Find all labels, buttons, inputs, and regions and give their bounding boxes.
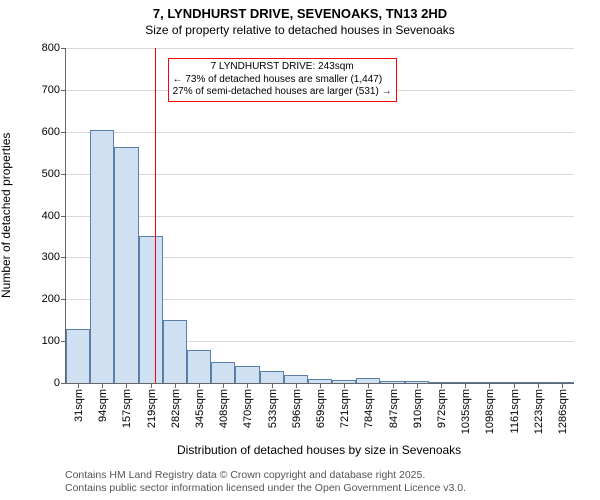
footer-line-2: Contains public sector information licen… <box>65 482 466 496</box>
gridline <box>66 132 574 133</box>
xtick-mark <box>151 383 152 388</box>
attribution-footer: Contains HM Land Registry data © Crown c… <box>65 469 466 496</box>
xtick-label: 345sqm <box>192 389 206 428</box>
x-axis-label: Distribution of detached houses by size … <box>177 443 461 457</box>
xtick-mark <box>272 383 273 388</box>
ytick-label: 600 <box>42 126 66 138</box>
annotation-line: 7 LYNDHURST DRIVE: 243sqm <box>173 61 392 74</box>
xtick-label: 31sqm <box>71 389 85 422</box>
footer-line-1: Contains HM Land Registry data © Crown c… <box>65 469 466 483</box>
xtick-mark <box>465 383 466 388</box>
xtick-label: 1286sqm <box>555 389 569 434</box>
xtick-mark <box>441 383 442 388</box>
histogram-bar <box>284 375 308 383</box>
xtick-mark <box>199 383 200 388</box>
histogram-bar <box>163 320 187 383</box>
xtick-label: 1035sqm <box>458 389 472 434</box>
property-size-chart: 7, LYNDHURST DRIVE, SEVENOAKS, TN13 2HD … <box>0 0 600 500</box>
gridline <box>66 174 574 175</box>
xtick-mark <box>562 383 563 388</box>
xtick-label: 721sqm <box>337 389 351 428</box>
xtick-mark <box>489 383 490 388</box>
xtick-mark <box>320 383 321 388</box>
xtick-label: 1098sqm <box>482 389 496 434</box>
ytick-label: 200 <box>42 293 66 305</box>
xtick-label: 596sqm <box>289 389 303 428</box>
xtick-mark <box>223 383 224 388</box>
xtick-mark <box>126 383 127 388</box>
annotation-box: 7 LYNDHURST DRIVE: 243sqm← 73% of detach… <box>168 58 397 102</box>
xtick-label: 972sqm <box>434 389 448 428</box>
plot-area: 010020030040050060070080031sqm94sqm157sq… <box>65 48 574 384</box>
xtick-mark <box>393 383 394 388</box>
xtick-label: 533sqm <box>265 389 279 428</box>
ytick-label: 500 <box>42 168 66 180</box>
ytick-label: 100 <box>42 335 66 347</box>
gridline <box>66 216 574 217</box>
histogram-bar <box>139 236 163 383</box>
xtick-mark <box>78 383 79 388</box>
xtick-mark <box>514 383 515 388</box>
xtick-label: 847sqm <box>386 389 400 428</box>
property-marker-line <box>155 48 156 383</box>
annotation-line: 27% of semi-detached houses are larger (… <box>173 86 392 99</box>
xtick-mark <box>538 383 539 388</box>
xtick-label: 1223sqm <box>531 389 545 434</box>
xtick-label: 219sqm <box>144 389 158 428</box>
xtick-label: 910sqm <box>410 389 424 428</box>
xtick-label: 408sqm <box>216 389 230 428</box>
xtick-label: 282sqm <box>168 389 182 428</box>
xtick-mark <box>368 383 369 388</box>
xtick-label: 1161sqm <box>507 389 521 433</box>
histogram-bar <box>260 371 284 383</box>
histogram-bar <box>187 350 211 383</box>
gridline <box>66 48 574 49</box>
xtick-mark <box>296 383 297 388</box>
histogram-bar <box>114 147 138 383</box>
xtick-mark <box>344 383 345 388</box>
y-axis-label: Number of detached properties <box>0 133 13 298</box>
xtick-label: 470sqm <box>240 389 254 428</box>
chart-titles: 7, LYNDHURST DRIVE, SEVENOAKS, TN13 2HD … <box>0 6 600 38</box>
ytick-label: 400 <box>42 210 66 222</box>
histogram-bar <box>66 329 90 383</box>
xtick-label: 157sqm <box>119 389 133 428</box>
ytick-label: 0 <box>54 377 66 389</box>
xtick-mark <box>247 383 248 388</box>
xtick-mark <box>417 383 418 388</box>
histogram-bar <box>235 366 259 383</box>
annotation-line: ← 73% of detached houses are smaller (1,… <box>173 74 392 87</box>
ytick-label: 700 <box>42 84 66 96</box>
xtick-label: 659sqm <box>313 389 327 428</box>
chart-subtitle: Size of property relative to detached ho… <box>0 23 600 39</box>
xtick-mark <box>102 383 103 388</box>
xtick-mark <box>175 383 176 388</box>
chart-title: 7, LYNDHURST DRIVE, SEVENOAKS, TN13 2HD <box>0 6 600 23</box>
xtick-label: 784sqm <box>361 389 375 428</box>
ytick-label: 300 <box>42 251 66 263</box>
xtick-label: 94sqm <box>95 389 109 422</box>
histogram-bar <box>90 130 114 383</box>
ytick-label: 800 <box>42 42 66 54</box>
histogram-bar <box>211 362 235 383</box>
